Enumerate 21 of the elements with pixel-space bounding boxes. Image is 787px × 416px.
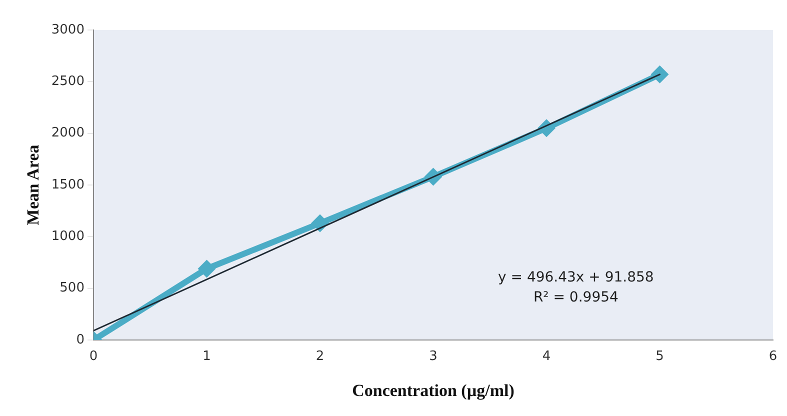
annotation: R² = 0.9954: [533, 290, 619, 306]
y-tick-label: 0: [76, 332, 84, 348]
x-axis-title: Concentration (µg/ml): [352, 381, 514, 400]
y-tick-label: 1000: [51, 229, 84, 244]
y-tick-label: 500: [60, 280, 84, 296]
y-axis-title: Mean Area: [24, 144, 43, 226]
x-tick-label: 4: [542, 349, 551, 364]
y-tick-label: 2500: [51, 74, 84, 90]
y-tick-label: 2000: [51, 126, 84, 141]
y-tick-label: 1500: [51, 177, 84, 192]
x-tick-label: 0: [89, 349, 98, 364]
x-tick-label: 2: [316, 349, 324, 364]
point: [310, 214, 329, 232]
x-tick-label: 6: [768, 349, 778, 364]
x-tick-label: 3: [429, 349, 438, 364]
point: [198, 260, 216, 278]
y-tick-label: 3000: [51, 22, 84, 38]
x-tick-label: 5: [656, 349, 664, 364]
annotation: y = 496.43x + 91.858: [498, 270, 654, 286]
x-tick-label: 1: [202, 349, 211, 364]
point: [650, 65, 669, 84]
